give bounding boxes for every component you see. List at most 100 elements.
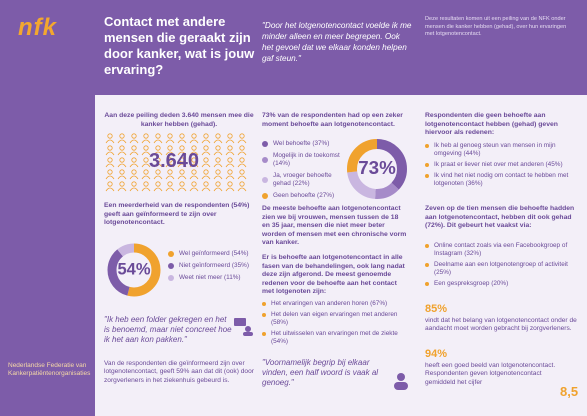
list-item: Ik vind het niet nodig om contact te heb… — [425, 172, 580, 188]
person-head — [227, 133, 233, 139]
person-head — [239, 133, 245, 139]
person-body — [165, 139, 175, 144]
person-head — [203, 145, 209, 151]
person-head — [143, 133, 149, 139]
person-body — [237, 175, 247, 180]
no-need-heading: Respondenten die geen behoefte aan lotge… — [425, 112, 558, 136]
person-body — [177, 139, 187, 144]
person-body — [105, 187, 115, 192]
legend-label: Ja, vroeger behoefte gehad (22%) — [273, 172, 332, 187]
person-body — [117, 151, 127, 156]
person-head — [179, 181, 185, 187]
logo: nfk — [18, 14, 57, 41]
title: Contact met andere mensen die geraakt zi… — [104, 14, 255, 77]
person-body — [153, 187, 163, 192]
list-item: Het uitwisselen van ervaringen met de zi… — [262, 330, 407, 346]
person-body — [213, 151, 223, 156]
person-body — [153, 175, 163, 180]
person-body — [237, 187, 247, 192]
person-head — [203, 181, 209, 187]
person-body — [237, 163, 247, 168]
person-body — [153, 139, 163, 144]
person-body — [165, 151, 175, 156]
grade: 8,5 — [560, 384, 579, 399]
quote: "Ik heb een folder gekregen en het is be… — [104, 315, 232, 344]
person-body — [141, 187, 151, 192]
person-head — [191, 133, 197, 139]
person-head — [119, 157, 125, 163]
person-body — [177, 163, 187, 168]
legend-swatch — [168, 263, 174, 269]
informed-text: Een meerderheid van de respondenten (54%… — [104, 202, 250, 226]
speech-icon — [234, 318, 253, 336]
person-head — [227, 169, 233, 175]
person-head — [107, 145, 113, 151]
donut-segment — [347, 139, 407, 199]
person-body — [105, 139, 115, 144]
channels-list: Online contact zoals via een Facebookgro… — [425, 242, 580, 291]
phase-text: Er is behoefte aan lotgenotencontact in … — [262, 254, 405, 295]
list-item: Deelname aan een lotgenotengroep of acti… — [425, 261, 580, 277]
donut: 73% — [347, 139, 407, 199]
donut: 54% — [107, 243, 161, 297]
person-body — [225, 163, 235, 168]
person-body — [177, 175, 187, 180]
legend-item: Weet niet meer (11%) — [168, 274, 258, 282]
person-head — [191, 145, 197, 151]
source-note: Deze resultaten komen uit een peiling va… — [425, 16, 567, 37]
person-body — [237, 151, 247, 156]
person-head — [131, 133, 137, 139]
person-head — [227, 145, 233, 151]
person-head — [119, 145, 125, 151]
donut-center-label: 73% — [358, 157, 396, 178]
person-icon — [394, 373, 408, 390]
person-body — [129, 175, 139, 180]
people-icons — [105, 133, 247, 192]
person-head — [179, 169, 185, 175]
person-head — [239, 157, 245, 163]
person-body — [177, 151, 187, 156]
legend-swatch — [262, 141, 268, 147]
respondents: 3.640 — [148, 150, 200, 172]
person-head — [215, 157, 221, 163]
person-body — [189, 151, 199, 156]
legend-label: Weet niet meer (11%) — [179, 274, 241, 281]
person-body — [117, 175, 127, 180]
legend-item: Ja, vroeger behoefte gehad (22%) — [262, 172, 350, 188]
organization: Nederlandse Federatie van Kankerpatiënte… — [8, 362, 91, 377]
person-body — [189, 139, 199, 144]
person-head — [203, 169, 209, 175]
person-head — [119, 181, 125, 187]
person-body — [129, 139, 139, 144]
person-head — [191, 169, 197, 175]
had-contact-heading: Zeven op de tien mensen die behoefte had… — [425, 205, 575, 229]
intro: Aan deze peiling deden 3.640 mensen mee … — [104, 112, 254, 128]
legend-item: Wel behoefte (37%) — [262, 140, 350, 148]
person-body — [213, 163, 223, 168]
list-item: Ik heb al genoeg steun van mensen in mij… — [425, 142, 580, 158]
person-body — [201, 139, 211, 144]
person-head — [191, 181, 197, 187]
person-head — [191, 157, 197, 163]
need-heading: 73% van de respondenten had op een zeker… — [262, 112, 403, 128]
person-head — [131, 181, 137, 187]
legend-swatch — [168, 275, 174, 281]
person-body — [213, 139, 223, 144]
person-head — [227, 157, 233, 163]
person-head — [155, 169, 161, 175]
person-head — [155, 181, 161, 187]
donut-segment — [107, 243, 161, 297]
person-head — [155, 157, 161, 163]
legend-label: Niet geïnformeerd (35%) — [179, 262, 249, 269]
person-head — [155, 145, 161, 151]
person-head — [215, 181, 221, 187]
legend-item: Mogelijk in de toekomst (14%) — [262, 152, 350, 168]
person-body — [129, 151, 139, 156]
no-need-list: Ik heb al genoeg steun van mensen in mij… — [425, 142, 580, 191]
person-body — [177, 187, 187, 192]
person-body — [105, 175, 115, 180]
legend-swatch — [262, 193, 268, 199]
person-body — [201, 151, 211, 156]
person-body — [141, 163, 151, 168]
person-body — [153, 163, 163, 168]
